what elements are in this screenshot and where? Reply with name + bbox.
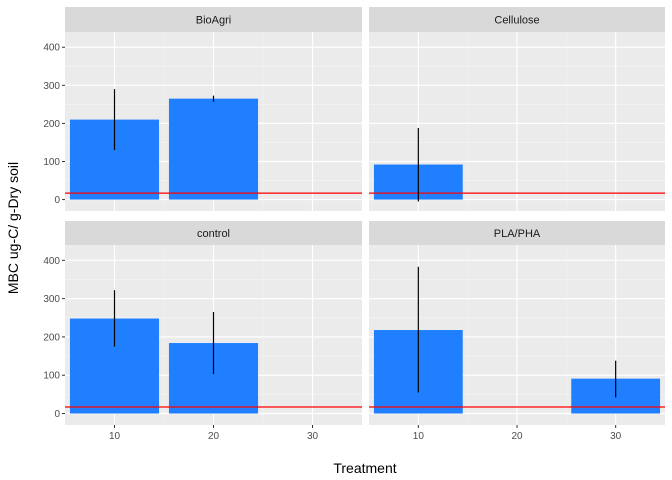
facet-strip-label: control (197, 228, 230, 240)
x-tick-label: 20 (208, 431, 220, 442)
facet-strip (65, 7, 362, 32)
facet-strip (65, 221, 362, 245)
facet-control: control 0 100 200 300 400 10 20 30 (43, 221, 362, 442)
facet-strip-label: PLA/PHA (494, 228, 541, 240)
y-tick-label: 0 (54, 409, 60, 420)
x-axis-label: Treatment (333, 460, 396, 476)
y-tick-label: 400 (43, 43, 60, 54)
facet-cellulose: Cellulose (369, 7, 665, 211)
x-tick-label: 30 (307, 431, 319, 442)
y-tick-label: 400 (43, 256, 60, 267)
x-tick-label: 20 (511, 431, 523, 442)
y-tick-label: 200 (43, 119, 60, 130)
facet-strip-label: BioAgri (196, 15, 231, 27)
y-tick-label: 200 (43, 332, 60, 343)
y-axis-label: MBC ug-C/ g-Dry soil (5, 162, 21, 294)
y-tick-label: 0 (54, 195, 60, 206)
y-tick-label: 300 (43, 81, 60, 92)
facet-strip-label: Cellulose (494, 15, 539, 27)
facet-pla-pha: PLA/PHA 10 20 30 (369, 221, 665, 442)
y-tick-label: 300 (43, 294, 60, 305)
facet-strip (369, 221, 665, 245)
x-tick-label: 10 (413, 431, 425, 442)
facet-strip (369, 7, 665, 32)
facet-bioagri: BioAgri 0 100 200 300 400 (43, 7, 362, 211)
bar (168, 98, 259, 200)
y-tick-label: 100 (43, 157, 60, 168)
y-tick-label: 100 (43, 371, 60, 382)
x-tick-label: 30 (610, 431, 622, 442)
x-tick-label: 10 (109, 431, 121, 442)
facet-panels: BioAgri 0 100 200 300 400 Cellulose control 0 100… (43, 7, 665, 442)
